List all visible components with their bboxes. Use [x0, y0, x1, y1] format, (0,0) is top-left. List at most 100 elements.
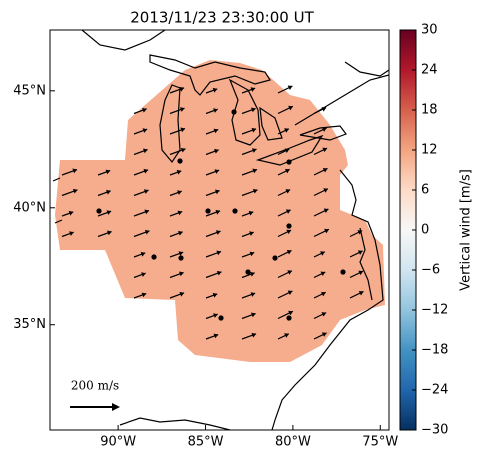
wind-arrow-head — [287, 290, 293, 296]
wind-arrow — [133, 292, 147, 299]
station-dot — [272, 255, 278, 261]
station-dot — [96, 208, 102, 214]
wind-arrow-head — [323, 188, 328, 193]
y-tick-label: 40°N — [13, 200, 46, 215]
colorbar-label: Vertical wind [m/s] — [459, 169, 474, 291]
wind-arrow — [169, 107, 185, 115]
wind-arrow — [169, 169, 182, 176]
wind-arrow-head — [216, 250, 222, 256]
wind-arrow-head — [321, 332, 327, 337]
wind-arrow — [277, 85, 293, 94]
wind-arrow — [133, 189, 149, 197]
wind-arrow — [169, 210, 183, 217]
scale-arrow-head — [112, 403, 120, 411]
wind-arrow-head — [249, 251, 255, 257]
wind-arrow-head — [143, 148, 148, 154]
wind-arrow — [169, 230, 183, 238]
wind-arrow-head — [142, 107, 147, 113]
wind-arrow-head — [177, 210, 183, 216]
wind-arrow — [277, 229, 292, 238]
station-dot — [340, 269, 346, 275]
wind-arrow-head — [105, 169, 111, 175]
station-dot — [286, 159, 292, 165]
x-tick-label: 75°W — [362, 435, 398, 450]
wind-arrow — [313, 208, 329, 217]
wind-arrow-head — [288, 310, 293, 316]
wind-arrow-head — [320, 271, 326, 277]
wind-arrow — [205, 292, 218, 299]
wind-arrow — [241, 168, 258, 176]
wind-arrow — [241, 231, 254, 238]
wind-arrow — [277, 209, 291, 217]
wind-arrow-head — [72, 168, 78, 174]
wind-arrow — [133, 251, 146, 258]
wind-arrow — [277, 189, 291, 197]
wind-arrow — [313, 312, 327, 320]
wind-arrow-head — [106, 189, 111, 195]
wind-arrow-head — [321, 291, 326, 297]
wind-arrow-head — [142, 128, 148, 133]
wind-arrow — [241, 271, 255, 279]
station-dot — [205, 208, 211, 214]
wind-arrow-head — [213, 108, 218, 113]
wind-arrow-head — [141, 272, 146, 277]
wind-arrow-head — [214, 148, 219, 154]
wind-arrow — [133, 168, 149, 176]
wind-arrow — [241, 188, 258, 197]
wind-arrow — [169, 127, 186, 135]
wind-arrow-head — [216, 270, 222, 276]
wind-arrow — [241, 312, 256, 320]
map-area — [52, 30, 389, 430]
wind-arrow — [313, 228, 330, 238]
x-tick-label: 85°W — [188, 435, 224, 450]
colorbar-tick-label: −12 — [421, 303, 448, 318]
wind-arrow — [97, 189, 111, 197]
wind-arrow — [277, 249, 292, 258]
wind-arrow-head — [72, 188, 78, 194]
wind-arrow — [205, 108, 218, 115]
wind-arrow — [313, 127, 327, 135]
wind-arrow-head — [141, 292, 147, 298]
wind-arrow — [277, 310, 294, 320]
wind-arrow-head — [215, 189, 220, 195]
wind-arrow — [277, 168, 290, 176]
wind-arrow-head — [178, 230, 183, 236]
wind-arrow — [61, 210, 74, 217]
wind-arrow — [241, 251, 255, 258]
wind-arrow — [349, 270, 364, 279]
wind-arrow-head — [213, 313, 218, 318]
wind-arrow — [241, 332, 257, 340]
wind-arrow-head — [324, 228, 329, 234]
wind-arrow-head — [212, 87, 218, 93]
wind-arrow-head — [251, 312, 256, 318]
wind-arrow — [133, 272, 146, 279]
wind-arrow-head — [358, 290, 364, 296]
wind-arrow-head — [213, 333, 219, 339]
wind-arrow — [241, 148, 257, 156]
wind-arrow — [133, 128, 148, 135]
wind-arrow — [205, 333, 219, 340]
station-dot — [231, 109, 237, 115]
wind-arrow-head — [285, 168, 290, 174]
wind-arrow — [205, 250, 222, 258]
wind-arrow-head — [180, 147, 186, 153]
wind-arrow — [241, 127, 257, 135]
wind-arrow-head — [250, 292, 256, 297]
wind-arrow — [205, 230, 221, 238]
wind-arrow-head — [322, 147, 328, 153]
wind-arrow-head — [180, 127, 186, 133]
wind-arrow — [349, 250, 363, 258]
wind-arrow — [313, 251, 326, 258]
wind-arrow — [169, 86, 185, 94]
scale-label: 200 m/s — [71, 379, 119, 393]
wind-arrow — [205, 169, 220, 176]
wind-arrow — [61, 231, 74, 238]
wind-arrow-head — [284, 128, 289, 133]
wind-arrow-head — [321, 312, 327, 317]
wind-arrow-head — [179, 107, 185, 112]
wind-arrow — [205, 209, 221, 217]
wind-arrow-head — [69, 231, 74, 236]
wind-arrow-head — [144, 229, 150, 235]
wind-arrow-head — [144, 209, 150, 215]
wind-arrow-head — [215, 209, 221, 215]
